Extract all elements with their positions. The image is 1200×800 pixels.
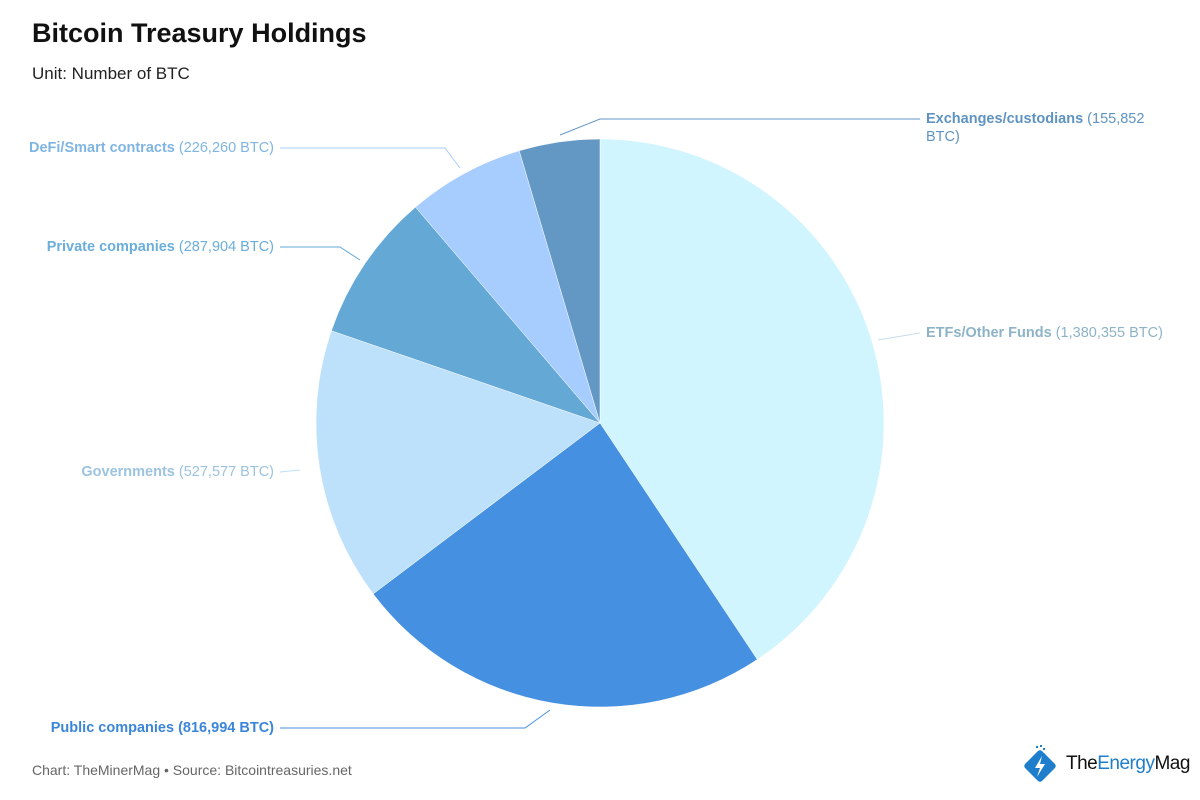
leader-line [559, 118, 920, 136]
slice-label-name: ETFs/Other Funds [926, 325, 1052, 341]
slice-label-value: (155,852 BTC) [926, 111, 1145, 145]
slice-label-value: (1,380,355 BTC) [1055, 325, 1163, 341]
slice-label-name: Exchanges/custodians [926, 111, 1084, 127]
leader-line [280, 147, 461, 169]
slice-label-name: Private companies [46, 239, 175, 255]
leader-line [280, 709, 551, 729]
slice-label-name: DeFi/Smart contracts [29, 140, 175, 156]
slice-label: Exchanges/custodians (155,852 BTC) [926, 110, 1156, 146]
pie-slice-exchanges-custodians [518, 138, 601, 424]
slice-label-value: (527,577 BTC) [178, 464, 274, 480]
pie-slice-governments [315, 330, 601, 595]
chart-footer: Chart: TheMinerMag • Source: Bitcointrea… [32, 762, 352, 778]
theenergymag-logo: TheEnergyMag [1022, 744, 1190, 784]
lightning-diamond-icon [1024, 745, 1056, 782]
pie-slice-defi-smart-contracts [415, 150, 601, 424]
slice-label-value: (287,904 BTC) [178, 239, 274, 255]
leader-line [877, 332, 921, 341]
slice-label-name: Public companies [50, 720, 175, 736]
slice-label: DeFi/Smart contracts (226,260 BTC) [20, 139, 274, 157]
slice-label-name: Governments [81, 464, 175, 480]
slice-label: Private companies (287,904 BTC) [20, 238, 274, 256]
chart-subtitle: Unit: Number of BTC [32, 64, 190, 83]
leader-line [279, 469, 301, 473]
pie-slice-public-companies [372, 422, 758, 708]
slice-label: Public companies (816,994 BTC) [20, 719, 274, 737]
logo-text: TheEnergyMag [1066, 753, 1190, 774]
leader-line [280, 246, 361, 261]
chart-title: Bitcoin Treasury Holdings [32, 18, 367, 48]
slice-label: ETFs/Other Funds (1,380,355 BTC) [926, 324, 1186, 342]
slice-label-value: (816,994 BTC) [178, 720, 274, 736]
slice-label: Governments (527,577 BTC) [20, 463, 274, 481]
pie-slice-private-companies [331, 206, 601, 424]
slice-label-value: (226,260 BTC) [178, 140, 274, 156]
